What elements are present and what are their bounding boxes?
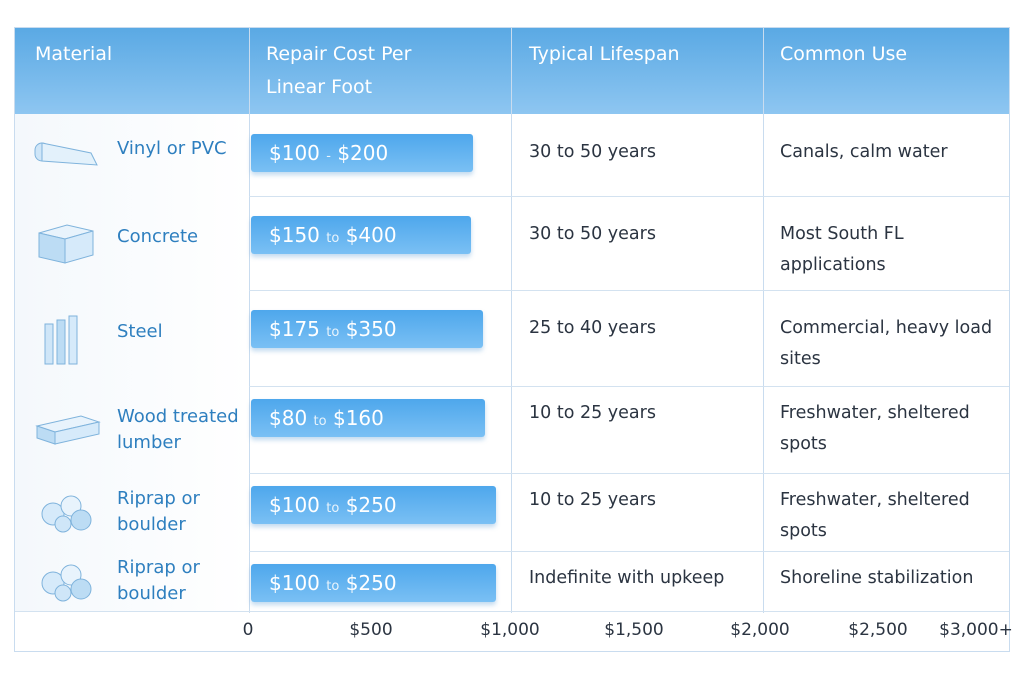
header-cell	[15, 28, 249, 114]
cost-bar: $100 - $200	[251, 134, 473, 172]
lifespan-cell: 10 to 25 years	[529, 403, 656, 423]
cost-high: $400	[345, 223, 397, 247]
material-cell	[15, 290, 249, 386]
cost-high: $250	[345, 493, 397, 517]
material-name: Riprap or boulder	[117, 488, 200, 535]
axis-label: $2,000	[730, 620, 790, 640]
cost-separator: to	[313, 414, 327, 429]
axis-label: $1,000	[480, 620, 540, 640]
axis-label: $3,000+	[939, 620, 1013, 640]
axis-label: $1,500	[604, 620, 664, 640]
use-cell: Freshwater, sheltered spots	[780, 490, 970, 541]
cost-low: $100	[269, 493, 320, 517]
cost-low: $100	[269, 141, 320, 165]
header-cell	[512, 28, 763, 114]
material-name: Vinyl or PVC	[117, 138, 227, 159]
lifespan-cell: 30 to 50 years	[529, 224, 656, 244]
cost-low: $100	[269, 571, 320, 595]
cost-high: $160	[332, 406, 384, 430]
cost-bar: $150 to $400	[251, 216, 471, 254]
row-divider	[15, 611, 1009, 612]
use-cell: Commercial, heavy load sites	[780, 318, 993, 369]
cost-low: $150	[269, 223, 320, 247]
header-cell	[250, 28, 511, 114]
axis-label: $2,500	[848, 620, 908, 640]
material-icon	[31, 217, 101, 271]
column-divider	[763, 28, 764, 613]
row-divider	[15, 473, 1009, 474]
material-name: Wood treated lumber	[117, 405, 239, 453]
use-cell: Shoreline stabilization	[780, 568, 974, 588]
material-icon	[31, 404, 105, 458]
cost-low: $80	[269, 406, 308, 430]
header-cell	[764, 28, 1009, 114]
lifespan-cell: 10 to 25 years	[529, 490, 656, 510]
row-divider	[15, 290, 1009, 291]
cost-low: $175	[269, 317, 320, 341]
cost-separator: -	[326, 149, 331, 164]
header-text: Common Use	[780, 43, 908, 65]
cost-separator: to	[326, 325, 340, 340]
header-text: Material	[35, 43, 113, 65]
header-text: Typical Lifespan	[529, 43, 680, 65]
row-divider	[15, 196, 1009, 197]
cost-high: $350	[345, 317, 397, 341]
lifespan-cell: Indefinite with upkeep	[529, 568, 725, 588]
row-divider	[15, 551, 1009, 552]
use-cell: Most South FL applications	[780, 224, 904, 275]
cost-bar: $100 to $250	[251, 564, 496, 602]
use-cell: Canals, calm water	[780, 142, 948, 162]
material-icon	[31, 486, 105, 540]
column-divider	[511, 28, 512, 613]
cost-bar: $80 to $160	[251, 399, 485, 437]
cost-separator: to	[326, 231, 340, 246]
cost-high: $250	[345, 571, 397, 595]
cost-high: $200	[337, 141, 389, 165]
axis-label: 0	[242, 620, 254, 640]
use-cell: Freshwater, sheltered spots	[780, 403, 970, 454]
column-divider	[249, 28, 250, 613]
material-name: Riprap or boulder	[117, 557, 200, 604]
cost-bar: $175 to $350	[251, 310, 483, 348]
header-text: Repair Cost Per Linear Foot	[266, 43, 412, 98]
cost-separator: to	[326, 501, 340, 516]
cost-separator: to	[326, 579, 340, 594]
row-divider	[15, 386, 1009, 387]
material-icon	[31, 555, 105, 609]
axis-label: $500	[349, 620, 393, 640]
lifespan-cell: 25 to 40 years	[529, 318, 656, 338]
material-icon	[31, 129, 101, 183]
table: Material Repair Cost Per Linear Foot Typ…	[14, 27, 1013, 652]
cost-bar: $100 to $250	[251, 486, 496, 524]
material-name: Steel	[117, 321, 163, 342]
lifespan-cell: 30 to 50 years	[529, 142, 656, 162]
material-name: Concrete	[117, 226, 199, 247]
material-icon	[31, 312, 101, 376]
